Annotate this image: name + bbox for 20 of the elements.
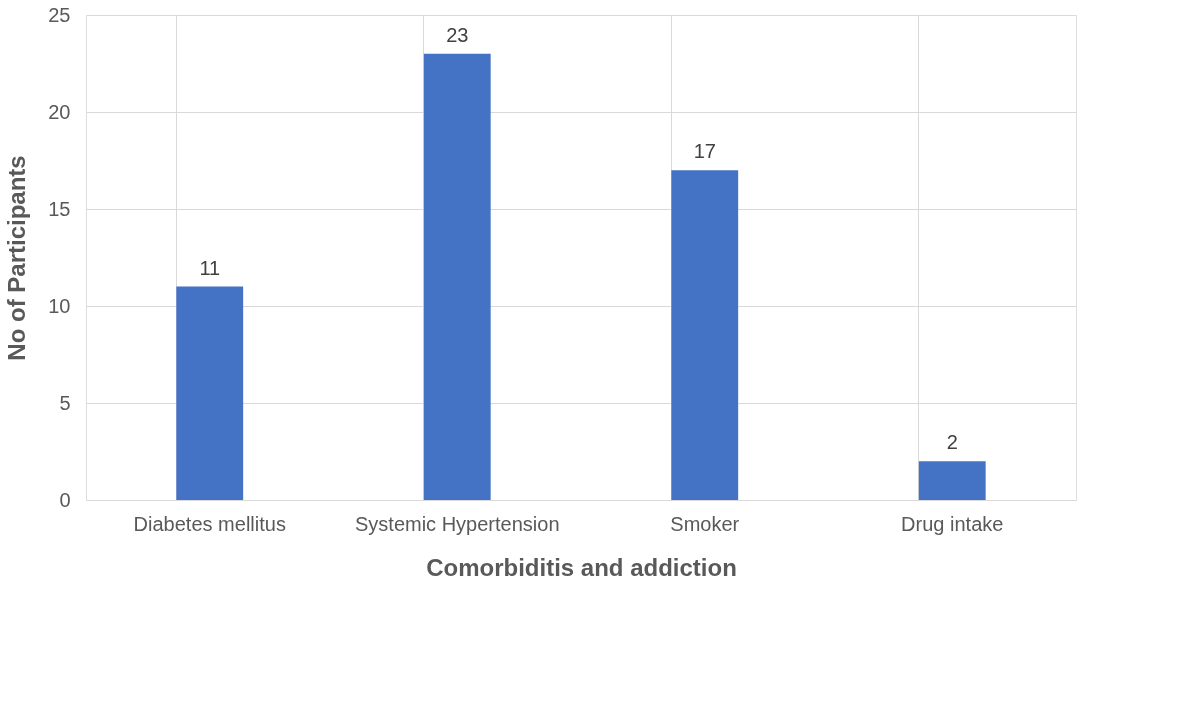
data-label: 17 [693,140,716,163]
bar [918,461,986,500]
y-tick-label: 15 [48,197,71,220]
y-tick-label: 25 [48,3,71,26]
x-tick-label: Systemic Hypertension [354,512,560,535]
x-tick-label: Drug intake [901,512,1004,535]
bar [423,53,491,500]
bar [671,170,739,500]
x-axis-title: Comorbiditis and addiction [426,553,737,581]
data-label: 23 [446,23,469,46]
y-tick-label: 20 [48,100,71,123]
bar [176,286,244,500]
data-label: 11 [199,256,221,279]
y-tick-label: 0 [59,488,71,511]
y-tick-label: 10 [48,294,71,317]
data-label: 2 [946,431,958,454]
x-tick-label: Diabetes mellitus [133,512,286,535]
x-tick-label: Smoker [670,512,740,535]
y-tick-label: 5 [59,391,71,414]
y-axis-title: No of Participants [3,155,31,361]
